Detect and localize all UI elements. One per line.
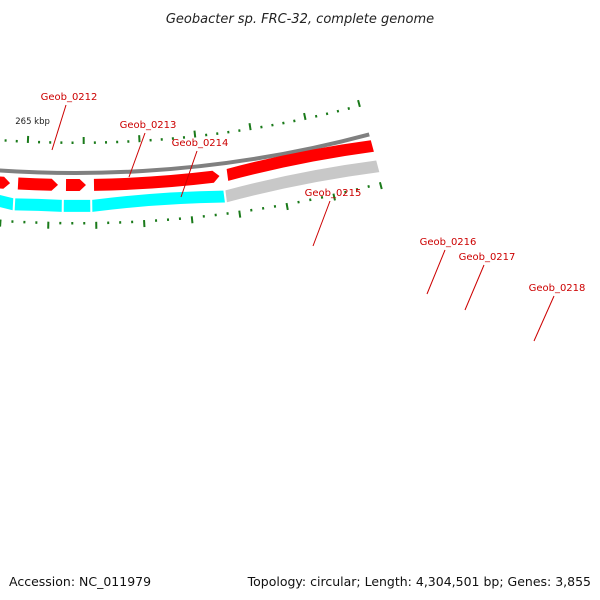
gene-leader-line bbox=[128, 132, 146, 178]
gene-track bbox=[0, 160, 380, 212]
inner-tick bbox=[303, 112, 307, 121]
outer-tick bbox=[238, 210, 242, 218]
gene-segment bbox=[92, 190, 225, 212]
outer-tick bbox=[332, 193, 336, 201]
outer-tick bbox=[190, 216, 194, 224]
inner-tick bbox=[325, 112, 329, 116]
outer-tick bbox=[285, 202, 289, 211]
gene-segment bbox=[14, 198, 62, 212]
gene-label: Geob_0214 bbox=[172, 138, 229, 149]
inner-tick bbox=[193, 130, 197, 138]
gene-leader-line bbox=[533, 295, 555, 342]
scale-labels: 256 kbp257 kbp258 kbp259 kbp260 kbp261 k… bbox=[15, 117, 50, 127]
map-title: Geobacter sp. FRC-32, complete genome bbox=[166, 12, 434, 27]
gene-label: Geob_0217 bbox=[459, 252, 516, 263]
outer-tick bbox=[367, 185, 370, 188]
outer-tick-ring bbox=[0, 181, 383, 229]
outer-tick bbox=[355, 187, 359, 191]
gene-leader-line bbox=[426, 249, 446, 295]
cds-arrow bbox=[226, 140, 374, 181]
gene-label: Geob_0218 bbox=[529, 283, 586, 294]
backbone-line bbox=[0, 132, 370, 175]
inner-tick bbox=[336, 109, 340, 113]
inner-tick bbox=[248, 123, 252, 131]
gene-leader-line bbox=[180, 150, 198, 198]
gene-leader-line bbox=[312, 200, 331, 247]
inner-tick bbox=[357, 99, 361, 108]
cds-arrow bbox=[17, 177, 59, 191]
scale-label: 265 kbp bbox=[15, 117, 50, 127]
gene-leader-line bbox=[51, 104, 67, 151]
gene-label: Geob_0216 bbox=[420, 237, 477, 248]
gene-segment bbox=[0, 195, 14, 211]
inner-tick-ring bbox=[4, 99, 361, 144]
gene-segment bbox=[63, 199, 91, 212]
outer-tick bbox=[378, 181, 383, 190]
gene-labels: Geob_0212 Geob_0213 Geob_0214 Geob_0215 Geob… bbox=[41, 92, 586, 342]
gene-label: Geob_0215 bbox=[305, 188, 362, 199]
outer-tick bbox=[320, 195, 324, 199]
gene-label: Geob_0212 bbox=[41, 92, 98, 103]
genome-summary-text: Topology: circular; Length: 4,304,501 bp… bbox=[247, 574, 591, 589]
cds-arrow bbox=[0, 176, 11, 189]
accession-text: Accession: NC_011979 bbox=[9, 574, 151, 589]
backbone-track bbox=[0, 132, 370, 175]
gene-segment-other bbox=[225, 160, 380, 203]
outer-tick bbox=[344, 190, 347, 194]
gene-leader-line bbox=[464, 264, 485, 311]
inner-tick bbox=[314, 114, 318, 118]
gene-label: Geob_0213 bbox=[120, 120, 177, 131]
cds-arrow bbox=[65, 178, 86, 191]
inner-tick bbox=[347, 107, 351, 110]
